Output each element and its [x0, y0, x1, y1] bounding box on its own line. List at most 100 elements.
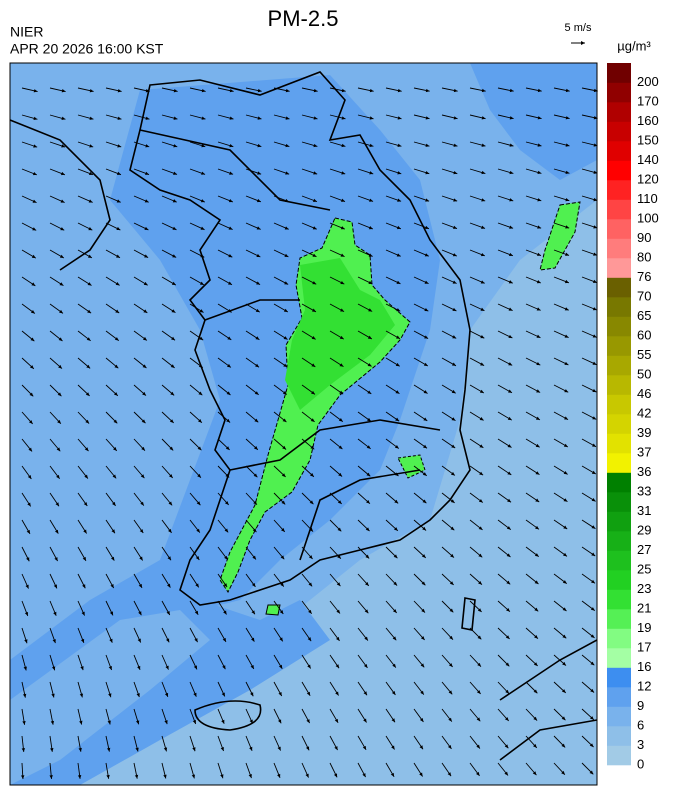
- wind-arrow-head: [61, 116, 66, 120]
- wind-arrow-head: [192, 719, 196, 724]
- wind-arrow-head: [533, 689, 538, 694]
- wind-arrow-head: [114, 337, 119, 341]
- wind-arrow-head: [506, 580, 511, 585]
- wind-arrow-head: [30, 365, 34, 369]
- wind-arrow-head: [335, 691, 339, 696]
- wind-arrow-head: [562, 661, 567, 666]
- wind-arrow-head: [113, 392, 118, 396]
- wind-arrow-head: [22, 693, 27, 698]
- wind-arrow-head: [308, 582, 313, 587]
- wind-arrow-head: [310, 445, 315, 450]
- timestamp: APR 20 2026 16:00 KST: [10, 41, 164, 57]
- wind-arrow-head: [397, 116, 402, 120]
- wind-arrow-head: [87, 309, 92, 314]
- wind-arrow-head: [425, 88, 430, 93]
- wind-arrow-head: [394, 445, 399, 449]
- wind-arrow-head: [195, 583, 199, 588]
- wind-arrow-head: [32, 227, 37, 231]
- wind-arrow-head: [28, 420, 33, 424]
- colorbar-swatch: [607, 375, 631, 395]
- wind-arrow-head: [509, 88, 514, 93]
- wind-arrow-head: [419, 717, 424, 722]
- wind-arrow-head: [226, 418, 231, 423]
- wind-arrow-head: [421, 554, 426, 558]
- wind-arrow-head: [109, 638, 113, 643]
- wind-arrow-head: [592, 307, 597, 311]
- wind-arrow-head: [589, 770, 594, 775]
- wind-arrow-head: [419, 745, 424, 750]
- colorbar-swatch: [607, 394, 631, 415]
- wind-arrow-head: [564, 334, 569, 338]
- wind-arrow-head: [229, 116, 234, 120]
- wind-arrow-head: [313, 116, 318, 120]
- wind-arrow-head: [563, 525, 568, 530]
- wind-arrow-head: [480, 307, 485, 311]
- wind-arrow-head: [425, 198, 430, 202]
- wind-arrow-head: [257, 171, 262, 175]
- wind-arrow-head: [565, 170, 570, 174]
- wind-arrow-head: [507, 471, 512, 475]
- wind-arrow-head: [282, 418, 287, 423]
- wind-arrow-head: [171, 309, 176, 313]
- wind-arrow-head: [226, 363, 231, 368]
- wind-arrow-head: [478, 553, 483, 558]
- wind-arrow-head: [561, 743, 566, 748]
- wind-arrow-head: [311, 363, 316, 367]
- wind-arrow-head: [135, 747, 139, 752]
- wind-arrow-head: [197, 473, 201, 478]
- wind-arrow-head: [507, 444, 512, 448]
- wind-arrow-head: [335, 664, 340, 669]
- wind-arrow-head: [394, 499, 399, 504]
- wind-arrow-head: [334, 718, 339, 723]
- wind-arrow-head: [480, 362, 485, 366]
- colorbar-label: 21: [637, 600, 651, 615]
- wind-arrow-head: [369, 171, 374, 175]
- wind-arrow-head: [279, 610, 284, 615]
- wind-arrow-head: [89, 144, 94, 148]
- wind-arrow-head: [339, 335, 344, 340]
- wind-arrow-head: [480, 335, 485, 339]
- wind-arrow-head: [59, 309, 63, 314]
- wind-arrow-head: [563, 498, 568, 502]
- wind-arrow-head: [53, 611, 57, 616]
- wind-arrow-head: [479, 389, 484, 393]
- wind-arrow-head: [137, 638, 141, 643]
- wind-arrow-head: [448, 663, 453, 667]
- wind-arrow-head: [27, 475, 32, 479]
- wind-arrow-head: [336, 609, 340, 614]
- wind-arrow-head: [134, 774, 139, 779]
- wind-arrow-head: [26, 557, 30, 562]
- wind-arrow-head: [282, 445, 287, 450]
- wind-arrow-head: [392, 636, 397, 641]
- wind-arrow-head: [565, 116, 570, 120]
- wind-arrow-head: [285, 171, 290, 175]
- wind-arrow-head: [253, 500, 257, 505]
- wind-arrow-head: [425, 171, 430, 175]
- wind-arrow-head: [254, 391, 259, 395]
- wind-arrow-head: [562, 607, 567, 611]
- wind-arrow-head: [227, 336, 232, 340]
- wind-arrow-head: [476, 690, 481, 694]
- wind-arrow-head: [452, 335, 457, 339]
- wind-arrow-head: [506, 526, 511, 530]
- wind-arrow-head: [166, 610, 170, 615]
- wind-arrow-head: [592, 388, 597, 393]
- wind-arrow-head: [340, 226, 345, 230]
- wind-arrow-head: [449, 635, 453, 640]
- wind-arrow-head: [221, 692, 225, 697]
- wind-arrow-head: [255, 308, 260, 313]
- wind-arrow-head: [56, 474, 60, 479]
- wind-arrow-head: [21, 748, 26, 752]
- wind-arrow-head: [171, 336, 176, 341]
- wind-arrow-head: [481, 143, 486, 147]
- title: PM-2.5: [268, 6, 339, 31]
- wind-arrow-head: [220, 747, 224, 752]
- wind-arrow-head: [285, 143, 290, 148]
- wind-arrow-head: [307, 664, 311, 669]
- wind-arrow-head: [393, 554, 398, 559]
- wind-arrow-head: [593, 143, 598, 147]
- wind-arrow-head: [250, 692, 254, 697]
- colorbar-swatch: [607, 199, 631, 220]
- wind-arrow-head: [145, 116, 150, 120]
- wind-arrow-head: [593, 116, 598, 120]
